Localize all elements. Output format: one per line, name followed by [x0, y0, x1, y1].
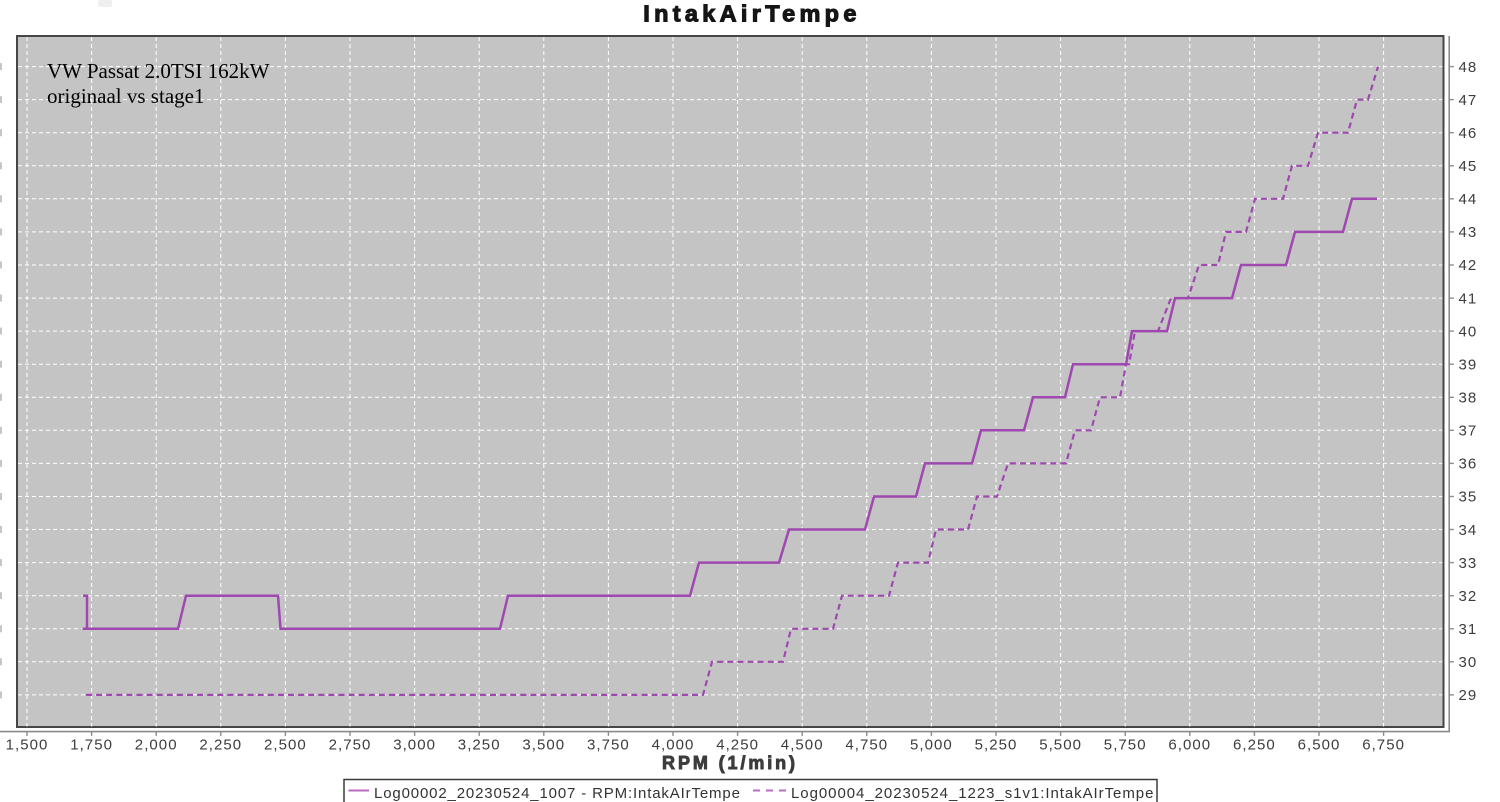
svg-text:5,250: 5,250 — [975, 737, 1018, 754]
svg-text:IntakAirTempe: IntakAirTempe — [643, 1, 860, 27]
svg-text:2,750: 2,750 — [329, 737, 372, 754]
svg-text:Log00002_20230524_1007 - RPM:I: Log00002_20230524_1007 - RPM:IntakAIrTem… — [374, 785, 741, 802]
svg-text:6,000: 6,000 — [1168, 737, 1211, 754]
svg-text:48: 48 — [1459, 59, 1478, 76]
svg-text:37: 37 — [1459, 423, 1478, 440]
svg-text:originaal vs stage1: originaal vs stage1 — [47, 84, 204, 108]
svg-text:6,250: 6,250 — [1233, 737, 1276, 754]
svg-text:34: 34 — [1459, 522, 1478, 539]
svg-text:3,750: 3,750 — [587, 737, 630, 754]
svg-text:44: 44 — [1459, 191, 1478, 208]
svg-text:30: 30 — [1459, 654, 1478, 671]
svg-text:2,250: 2,250 — [199, 737, 242, 754]
svg-text:42: 42 — [1459, 257, 1478, 274]
svg-text:47: 47 — [1459, 92, 1478, 109]
svg-text:43: 43 — [1459, 224, 1478, 241]
svg-text:2,000: 2,000 — [135, 737, 178, 754]
svg-text:2,500: 2,500 — [264, 737, 307, 754]
svg-text:35: 35 — [1459, 489, 1478, 506]
svg-text:29: 29 — [1459, 687, 1478, 704]
svg-text:4,250: 4,250 — [716, 737, 759, 754]
svg-text:5,000: 5,000 — [910, 737, 953, 754]
svg-text:4,750: 4,750 — [845, 737, 888, 754]
svg-text:46: 46 — [1459, 125, 1478, 142]
svg-text:33: 33 — [1459, 555, 1478, 572]
svg-text:39: 39 — [1459, 356, 1478, 373]
svg-text:VW Passat 2.0TSI 162kW: VW Passat 2.0TSI 162kW — [47, 59, 270, 83]
svg-text:4,500: 4,500 — [781, 737, 824, 754]
svg-text:38: 38 — [1459, 390, 1478, 407]
svg-text:45: 45 — [1459, 158, 1478, 175]
svg-text:Log00004_20230524_1223_s1v1:In: Log00004_20230524_1223_s1v1:IntakAIrTemp… — [791, 785, 1154, 802]
svg-text:5,750: 5,750 — [1104, 737, 1147, 754]
svg-text:40: 40 — [1459, 323, 1478, 340]
svg-text:1,500: 1,500 — [6, 737, 49, 754]
svg-text:3,000: 3,000 — [393, 737, 436, 754]
svg-text:1,750: 1,750 — [70, 737, 113, 754]
svg-text:6,750: 6,750 — [1362, 737, 1405, 754]
svg-text:41: 41 — [1459, 290, 1478, 307]
svg-text:4,000: 4,000 — [652, 737, 695, 754]
svg-text:36: 36 — [1459, 456, 1478, 473]
svg-text:3,500: 3,500 — [522, 737, 565, 754]
svg-text:5,500: 5,500 — [1039, 737, 1082, 754]
svg-text:6,500: 6,500 — [1298, 737, 1341, 754]
svg-text:3,250: 3,250 — [458, 737, 501, 754]
svg-text:31: 31 — [1459, 621, 1478, 638]
svg-text:RPM (1/min): RPM (1/min) — [662, 753, 798, 773]
svg-text:32: 32 — [1459, 588, 1478, 605]
